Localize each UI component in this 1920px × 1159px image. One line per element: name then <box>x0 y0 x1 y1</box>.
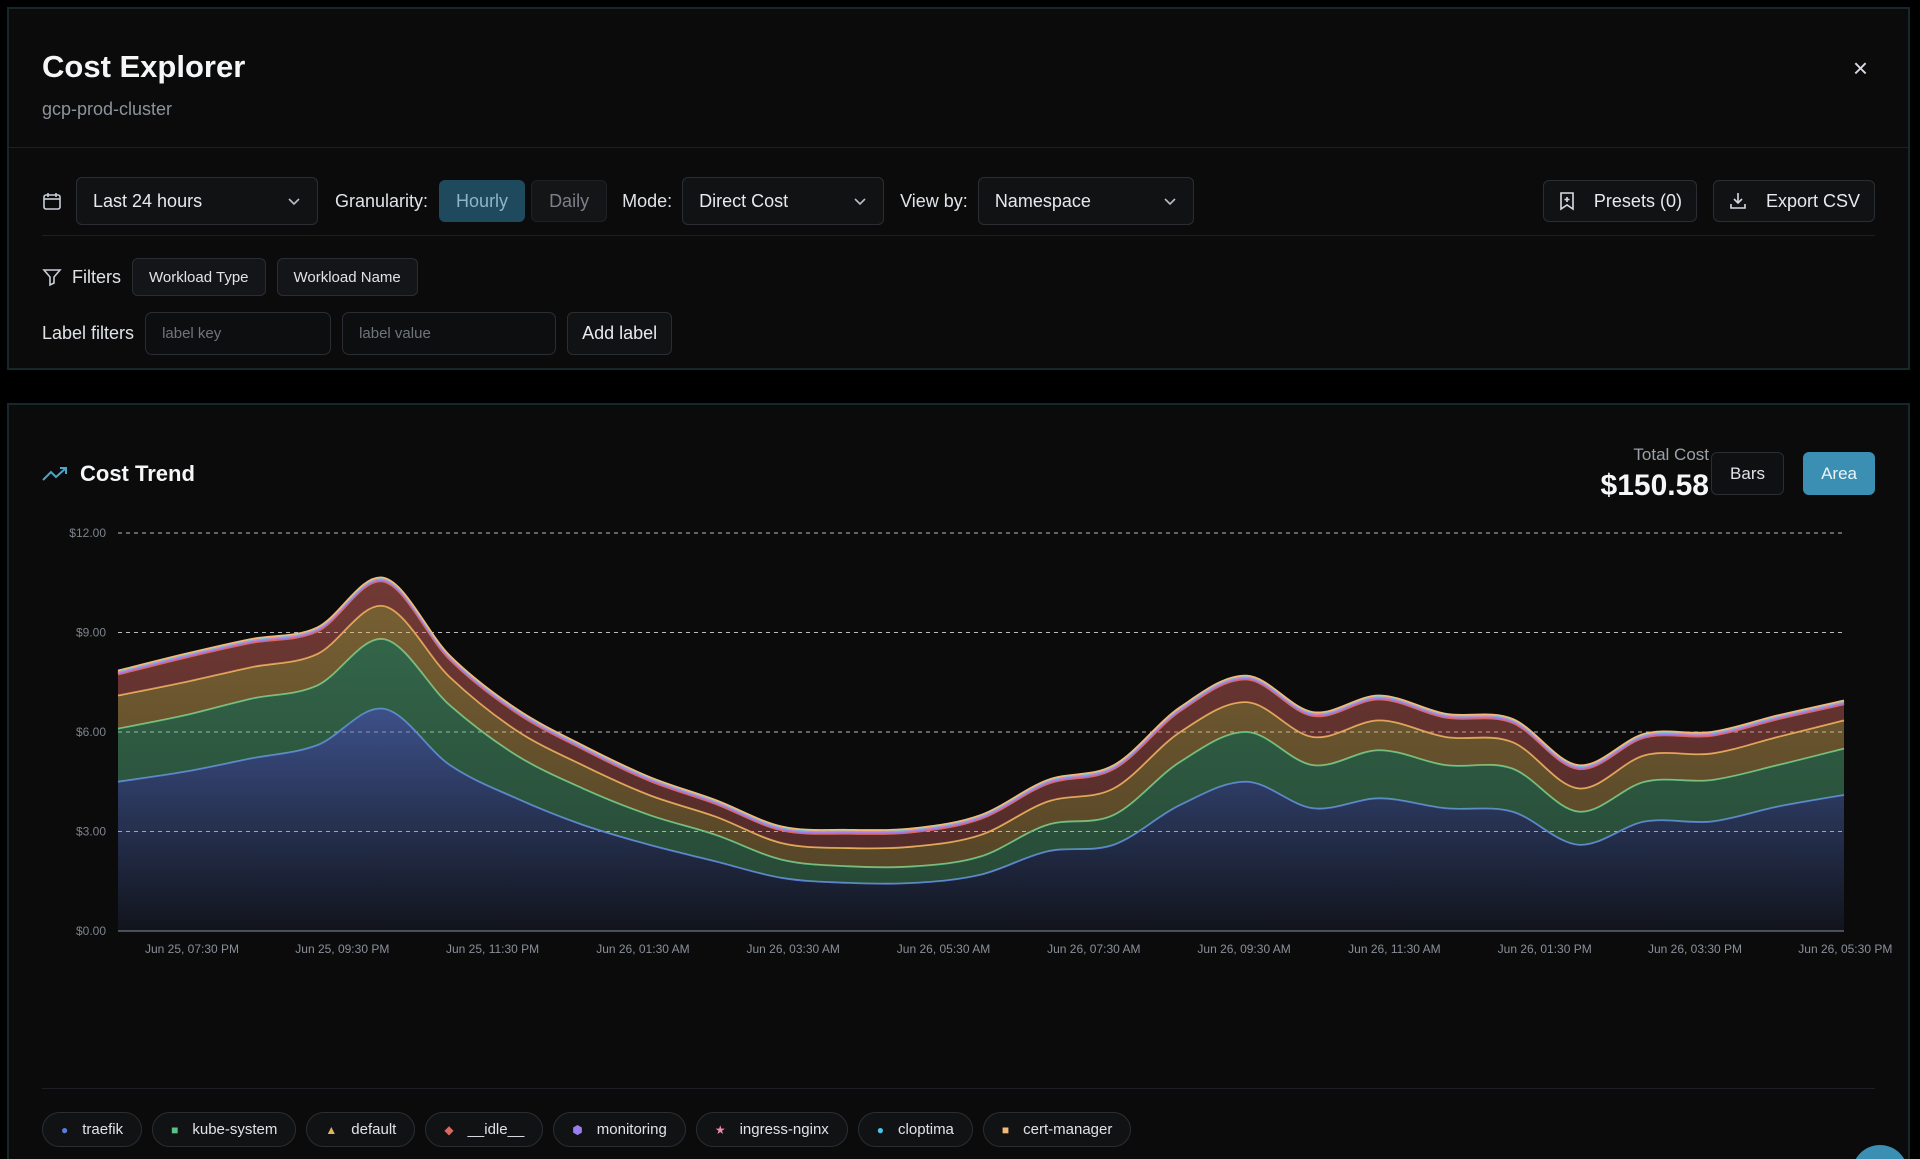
legend-label: default <box>351 1121 397 1138</box>
bookmark-icon <box>1558 191 1576 211</box>
x-tick-label: Jun 26, 01:30 PM <box>1498 942 1592 956</box>
legend-item-traefik[interactable]: ● traefik <box>42 1112 143 1147</box>
legend-label: traefik <box>82 1121 124 1138</box>
legend-item-kube-system[interactable]: ■ kube-system <box>152 1112 297 1147</box>
x-tick-label: Jun 26, 11:30 AM <box>1348 942 1441 956</box>
y-tick-label: $3.00 <box>76 825 106 839</box>
legend-label: ingress-nginx <box>739 1121 829 1138</box>
x-tick-label: Jun 26, 03:30 PM <box>1648 942 1742 956</box>
series-area-traefik <box>118 708 1844 931</box>
legend-item-default[interactable]: ▲ default <box>306 1112 416 1147</box>
toolbar: Last 24 hours Granularity: Hourly Daily … <box>42 177 1875 225</box>
view-by-value: Namespace <box>994 190 1091 211</box>
mode-select[interactable]: Direct Cost <box>682 177 885 225</box>
legend-label: __idle__ <box>467 1121 525 1138</box>
filter-icon <box>42 267 62 287</box>
x-tick-label: Jun 26, 03:30 AM <box>746 942 839 956</box>
filters-row: Filters Workload Type Workload Name <box>42 258 1875 296</box>
granularity-label: Granularity: <box>335 190 429 211</box>
view-by-label: View by: <box>900 190 968 211</box>
calendar-icon <box>42 191 62 211</box>
download-icon <box>1728 191 1748 211</box>
filters-label: Filters <box>72 266 121 287</box>
legend-marker-icon: ■ <box>1001 1122 1010 1137</box>
page-title: Cost Explorer <box>42 49 246 84</box>
trending-up-icon <box>42 465 68 483</box>
label-filters-label: Label filters <box>42 323 135 343</box>
area-view-button[interactable]: Area <box>1803 452 1875 495</box>
presets-label: Presets (0) <box>1593 190 1682 211</box>
time-range-value: Last 24 hours <box>93 190 203 211</box>
legend-label: kube-system <box>192 1121 278 1138</box>
mode-label: Mode: <box>622 190 673 211</box>
legend-item-monitoring[interactable]: ⬢ monitoring <box>553 1112 686 1147</box>
view-by-select[interactable]: Namespace <box>977 177 1194 225</box>
assistant-fab[interactable] <box>1852 1145 1908 1159</box>
legend-marker-icon: ● <box>61 1122 69 1137</box>
add-label-button[interactable]: Add label <box>567 312 673 355</box>
cost-trend-panel: Cost Trend Total Cost $150.58 Bars Area … <box>7 403 1910 1159</box>
series-line-cert-manager <box>117 576 1845 831</box>
divider <box>42 1088 1875 1089</box>
filter-chip-workload-type[interactable]: Workload Type <box>132 258 266 296</box>
total-cost-value: $150.58 <box>1600 469 1709 502</box>
legend-marker-icon: ⬢ <box>572 1122 583 1137</box>
label-filters-row: Label filters label key label value Add … <box>42 312 1875 355</box>
y-tick-label: $9.00 <box>76 626 106 640</box>
mode-value: Direct Cost <box>699 190 789 211</box>
filter-chip-workload-name[interactable]: Workload Name <box>276 258 418 296</box>
legend-item-cert-manager[interactable]: ■ cert-manager <box>982 1112 1132 1147</box>
chevron-down-icon <box>287 194 301 208</box>
legend-label: cloptima <box>898 1121 954 1138</box>
cost-trend-heading: Cost Trend <box>42 461 195 487</box>
x-tick-label: Jun 25, 07:30 PM <box>145 942 239 956</box>
x-tick-label: Jun 25, 11:30 PM <box>446 942 539 956</box>
x-tick-label: Jun 26, 05:30 PM <box>1798 942 1892 956</box>
y-tick-label: $12.00 <box>69 526 106 540</box>
x-tick-label: Jun 26, 05:30 AM <box>897 942 990 956</box>
cost-trend-chart: $0.00 $3.00 $6.00 $9.00 $12.00 Jun 25, 07:30 … <box>69 526 1892 956</box>
legend-marker-icon: ▲ <box>325 1122 338 1137</box>
legend-marker-icon: ◆ <box>444 1122 454 1137</box>
cluster-name: gcp-prod-cluster <box>42 99 173 119</box>
cost-trend-title: Cost Trend <box>80 461 195 486</box>
filters-panel: Cost Explorer gcp-prod-cluster × Last 24… <box>7 7 1910 370</box>
legend-item-__idle__[interactable]: ◆ __idle__ <box>425 1112 544 1147</box>
label-key-input[interactable]: label key <box>145 312 332 355</box>
x-tick-label: Jun 26, 01:30 AM <box>596 942 689 956</box>
divider <box>42 235 1875 236</box>
legend-label: cert-manager <box>1023 1121 1113 1138</box>
series-area-kube-system <box>118 638 1844 884</box>
x-tick-label: Jun 26, 07:30 AM <box>1047 942 1140 956</box>
legend-marker-icon: ■ <box>171 1122 179 1137</box>
legend-marker-icon: ● <box>876 1122 885 1137</box>
legend-item-cloptima[interactable]: ● cloptima <box>857 1112 973 1147</box>
x-tick-label: Jun 25, 09:30 PM <box>295 942 389 956</box>
y-tick-label: $6.00 <box>76 725 106 739</box>
legend-marker-icon: ★ <box>714 1122 726 1137</box>
granularity-daily-button[interactable]: Daily <box>531 180 608 222</box>
x-tick-label: Jun 26, 09:30 AM <box>1197 942 1290 956</box>
total-cost-label: Total Cost <box>1633 445 1709 464</box>
legend-item-ingress-nginx[interactable]: ★ ingress-nginx <box>695 1112 848 1147</box>
chevron-down-icon <box>1163 194 1177 208</box>
label-value-input[interactable]: label value <box>342 312 557 355</box>
bars-view-button[interactable]: Bars <box>1711 452 1784 495</box>
presets-button[interactable]: Presets (0) <box>1542 180 1697 222</box>
chart-legend: ● traefik ■ kube-system ▲ default ◆ __idle__ ⬢ mo… <box>42 1112 1132 1147</box>
export-csv-button[interactable]: Export CSV <box>1712 180 1875 222</box>
legend-label: monitoring <box>596 1121 667 1138</box>
close-icon[interactable]: × <box>1852 53 1868 83</box>
divider <box>9 147 1908 148</box>
granularity-hourly-button[interactable]: Hourly <box>439 180 526 222</box>
y-tick-label: $0.00 <box>76 924 106 938</box>
export-csv-label: Export CSV <box>1765 190 1860 211</box>
chevron-down-icon <box>853 194 867 208</box>
series-line-traefik <box>117 707 1845 885</box>
time-range-select[interactable]: Last 24 hours <box>76 177 318 225</box>
